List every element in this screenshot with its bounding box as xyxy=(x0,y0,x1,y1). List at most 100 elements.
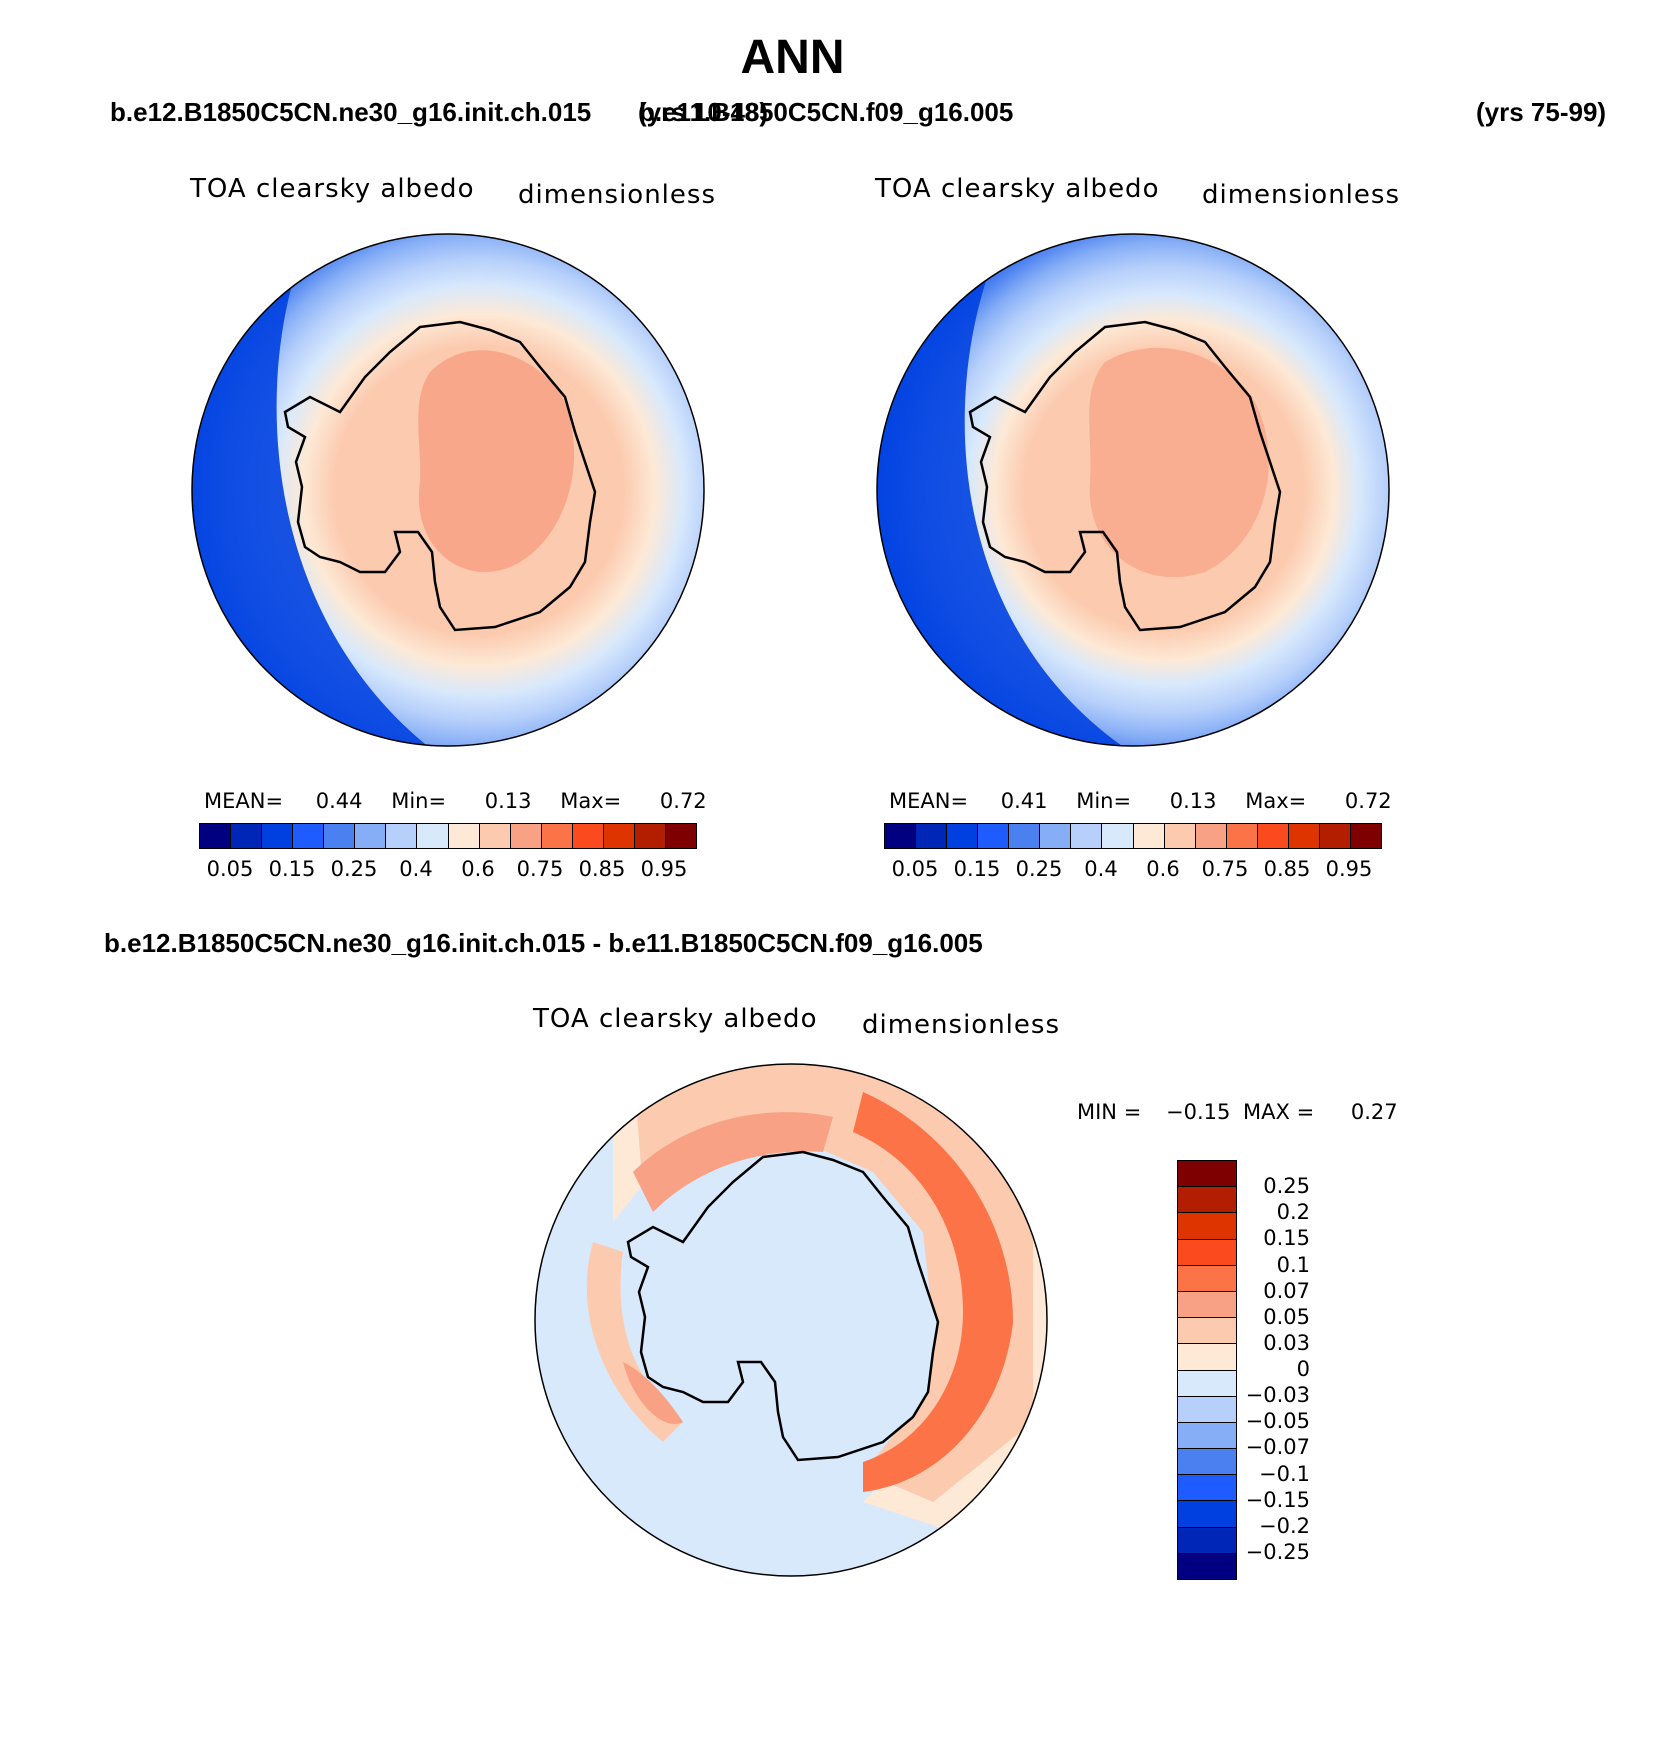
diff-positive-west xyxy=(586,1242,683,1442)
panel2-colorbar-swatch xyxy=(1102,824,1134,848)
panel2-min-value: 0.13 xyxy=(1169,789,1217,813)
panel2-stats: MEAN= 0.41 Min= 0.13 Max= 0.72 xyxy=(889,789,1392,813)
panel2-colorbar-swatch xyxy=(885,824,917,848)
diff-colorbar-swatch xyxy=(1178,1449,1236,1476)
panel1-antarctica-coastline xyxy=(283,320,597,632)
panel2-colorbar-tick-label: 0.95 xyxy=(1325,857,1373,881)
panel2-case-name: b.e11.B1850C5CN.f09_g16.005 xyxy=(639,97,1014,127)
panel2-max-value: 0.72 xyxy=(1344,789,1392,813)
diff-colorbar-swatch xyxy=(1178,1344,1236,1371)
panel1-colorbar-swatch xyxy=(355,824,387,848)
panel1-colorbar-tick-label: 0.6 xyxy=(461,857,495,881)
panel1-colorbar-swatch xyxy=(603,824,635,848)
panel2-polar-map xyxy=(876,233,1390,747)
panel1-colorbar-tick-label: 0.15 xyxy=(268,857,316,881)
diff-colorbar xyxy=(1177,1160,1237,1580)
panel1-colorbar-tick-label: 0.4 xyxy=(399,857,433,881)
panel1-mean-label: MEAN= xyxy=(204,789,284,813)
panel2-colorbar-ticks: 0.05 0.15 0.25 0.4 0.6 0.75 0.85 0.95 xyxy=(884,857,1380,883)
panel1-colorbar-ticks: 0.05 0.15 0.25 0.4 0.6 0.75 0.85 0.95 xyxy=(199,857,695,883)
panel2-colorbar-tick-label: 0.75 xyxy=(1201,857,1249,881)
panel2-open-ocean xyxy=(877,234,1125,746)
panel2-colorbar-swatch xyxy=(1288,824,1320,848)
diff-positive-west-core xyxy=(623,1362,683,1424)
panel2-colorbar-tick-label: 0.05 xyxy=(891,857,939,881)
diff-colorbar-tick-label: −0.05 xyxy=(1245,1409,1310,1434)
panel2-years: (yrs 75-99) xyxy=(1476,97,1607,127)
panel1-colorbar-tick-label: 0.95 xyxy=(640,857,688,881)
diff-min-label: MIN = xyxy=(1077,1100,1142,1124)
panel2-colorbar-swatch xyxy=(1195,824,1227,848)
panel1-plateau xyxy=(418,350,575,573)
diff-colorbar-tick-label: 0 xyxy=(1296,1357,1310,1381)
panel1-colorbar-swatch xyxy=(200,824,232,848)
panel2-colorbar-swatch xyxy=(947,824,979,848)
panel1-colorbar-swatch xyxy=(231,824,263,848)
diff-colorbar-swatch xyxy=(1178,1318,1236,1345)
panel1-stats: MEAN= 0.44 Min= 0.13 Max= 0.72 xyxy=(204,789,707,813)
panel2-colorbar-swatch xyxy=(1009,824,1041,848)
panel1-max-label: Max= xyxy=(560,789,622,813)
panel2-colorbar xyxy=(884,823,1382,849)
panel1-open-ocean xyxy=(192,234,430,746)
diff-variable-label: TOA clearsky albedo xyxy=(533,1004,818,1034)
panel2-colorbar-tick-label: 0.4 xyxy=(1084,857,1118,881)
panel2-colorbar-swatch xyxy=(1040,824,1072,848)
diff-colorbar-tick-label: 0.07 xyxy=(1263,1278,1310,1303)
panel1-mean-value: 0.44 xyxy=(315,789,363,813)
diff-colorbar-tick-label: −0.2 xyxy=(1259,1513,1310,1538)
diff-stats: MIN = −0.15 MAX = 0.27 xyxy=(1077,1100,1398,1124)
panel2-colorbar-swatch xyxy=(1133,824,1165,848)
panel2-colorbar-swatch xyxy=(1350,824,1381,848)
diff-colorbar-swatch xyxy=(1178,1527,1236,1554)
diff-colorbar-swatch xyxy=(1178,1501,1236,1528)
diff-antarctica-coastline xyxy=(626,1150,940,1462)
panel2-colorbar-swatch xyxy=(1164,824,1196,848)
panel1-case-name: b.e12.B1850C5CN.ne30_g16.init.ch.015 xyxy=(110,97,592,127)
diff-positive-core-north xyxy=(633,1112,833,1212)
diff-colorbar-swatch xyxy=(1178,1553,1236,1579)
panel2-min-label: Min= xyxy=(1076,789,1132,813)
panel2-plateau xyxy=(1089,347,1269,578)
panel1-min-label: Min= xyxy=(391,789,447,813)
panel1-colorbar-swatch xyxy=(572,824,604,848)
diff-colorbar-swatch xyxy=(1178,1370,1236,1397)
panel2-mean-value: 0.41 xyxy=(1000,789,1048,813)
diff-colorbar-swatch xyxy=(1178,1475,1236,1502)
diff-colorbar-tick-label: 0.05 xyxy=(1263,1304,1310,1329)
panel1-colorbar-tick-label: 0.25 xyxy=(330,857,378,881)
diff-colorbar-ticks: 0.25 0.2 0.15 0.1 0.07 0.05 0.03 0 −0.03 −0.05 −0.… xyxy=(1220,1160,1340,1578)
diff-colorbar-tick-label: 0.03 xyxy=(1263,1330,1310,1355)
diff-max-label: MAX = xyxy=(1243,1100,1315,1124)
diff-colorbar-swatch xyxy=(1178,1422,1236,1450)
panel1-years: (yrs 10-48) xyxy=(638,97,769,127)
panel1-colorbar-tick-label: 0.75 xyxy=(516,857,564,881)
panel2-colorbar-swatch xyxy=(916,824,948,848)
page-title: ANN xyxy=(740,31,845,84)
panel1-colorbar-swatch xyxy=(665,824,696,848)
diff-colorbar-swatch xyxy=(1178,1187,1236,1214)
diff-colorbar-swatch xyxy=(1178,1396,1236,1423)
panel2-units-label: dimensionless xyxy=(1202,180,1400,210)
diff-colorbar-tick-label: −0.1 xyxy=(1259,1461,1310,1486)
panel1-colorbar-swatch xyxy=(634,824,666,848)
panel1-colorbar-swatch xyxy=(262,824,294,848)
panel2-colorbar-swatch xyxy=(1226,824,1258,848)
panel2-colorbar-tick-label: 0.6 xyxy=(1146,857,1180,881)
diff-colorbar-swatch xyxy=(1178,1213,1236,1240)
panel2-mean-label: MEAN= xyxy=(889,789,969,813)
diff-colorbar-tick-label: −0.07 xyxy=(1245,1435,1310,1460)
diff-polar-map xyxy=(534,1063,1048,1577)
panel1-colorbar-swatch xyxy=(448,824,480,848)
panel2-antarctica-coastline xyxy=(968,320,1282,632)
panel2-colorbar-swatch xyxy=(1319,824,1351,848)
diff-colorbar-tick-label: 0.15 xyxy=(1263,1226,1310,1251)
diff-colorbar-tick-label: 0.2 xyxy=(1276,1200,1310,1225)
panel1-colorbar-swatch xyxy=(386,824,418,848)
diff-max-value: 0.27 xyxy=(1350,1100,1398,1124)
diff-case-name: b.e12.B1850C5CN.ne30_g16.init.ch.015 - b… xyxy=(104,928,983,958)
panel1-colorbar-swatch xyxy=(324,824,356,848)
panel2-colorbar-swatch xyxy=(1257,824,1289,848)
diff-colorbar-tick-label: 0.25 xyxy=(1263,1174,1310,1199)
diff-colorbar-swatch xyxy=(1178,1239,1236,1266)
